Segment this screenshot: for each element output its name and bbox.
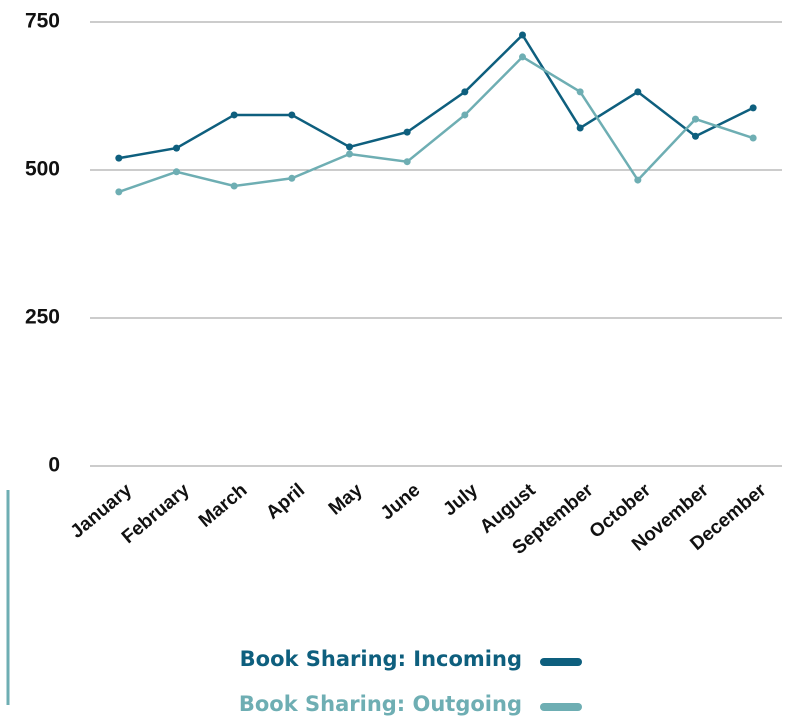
x-tick-label: June <box>377 480 424 525</box>
data-point <box>634 88 642 96</box>
data-point <box>115 154 123 162</box>
data-point <box>519 31 526 39</box>
data-point <box>230 111 238 119</box>
data-point <box>115 188 123 196</box>
legend-label: Book Sharing: Incoming <box>240 647 522 671</box>
x-tick-label: May <box>325 479 367 519</box>
legend-label: Book Sharing: Outgoing <box>239 692 522 716</box>
data-point <box>692 132 699 140</box>
data-point <box>576 124 584 132</box>
data-point <box>403 158 411 166</box>
data-point <box>346 143 353 151</box>
x-tick-label: April <box>262 480 309 524</box>
x-tick-label: March <box>195 480 251 532</box>
series-line <box>118 55 754 194</box>
data-point <box>634 176 642 184</box>
data-point <box>230 182 238 190</box>
y-tick-label: 250 <box>25 306 60 329</box>
y-tick-label: 500 <box>25 158 60 181</box>
data-point <box>288 174 296 182</box>
data-point <box>346 150 353 158</box>
data-point <box>749 134 757 142</box>
y-tick-label: 0 <box>48 454 60 477</box>
y-tick-label: 750 <box>25 10 60 33</box>
data-point <box>403 128 411 136</box>
series-line <box>118 33 754 160</box>
data-point <box>461 88 469 96</box>
data-point <box>692 115 699 123</box>
data-point <box>576 88 584 96</box>
data-point <box>288 111 296 119</box>
data-point <box>173 168 180 176</box>
data-point <box>749 104 757 112</box>
x-tick-label: July <box>439 479 482 520</box>
data-point <box>461 111 469 119</box>
data-point <box>519 53 526 61</box>
data-point <box>173 144 180 152</box>
